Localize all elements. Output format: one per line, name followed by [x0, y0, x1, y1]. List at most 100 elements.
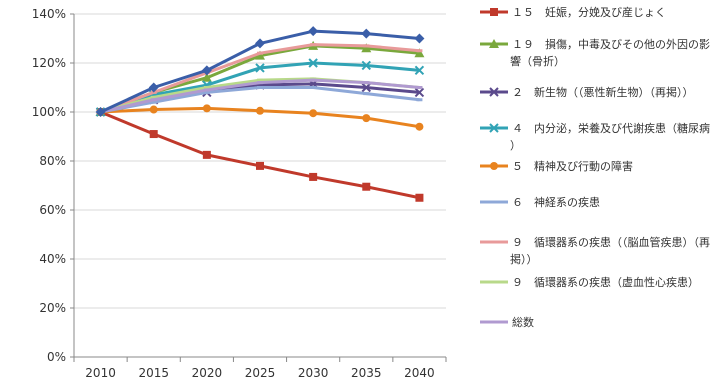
legend-label: １５ 妊娠，分娩及び産じょく: [512, 5, 666, 19]
x-tick-label: 2025: [245, 366, 276, 380]
x-tick-label: 2035: [351, 366, 382, 380]
data-point: [257, 78, 263, 82]
data-point: [256, 161, 264, 170]
data-point: [257, 51, 263, 55]
y-tick-label: 140%: [32, 7, 66, 21]
data-point: [203, 88, 210, 92]
data-point: [415, 122, 424, 131]
x-tick-label: 2010: [85, 366, 116, 380]
data-point: [255, 50, 265, 60]
data-point: [490, 162, 498, 170]
data-point: [257, 81, 263, 85]
legend-label: ）: [510, 139, 521, 152]
series-1: [96, 108, 424, 202]
data-point: [414, 48, 425, 58]
data-point: [256, 106, 264, 115]
y-tick-label: 20%: [39, 301, 66, 315]
data-point: [255, 63, 265, 73]
data-point: [416, 49, 423, 53]
legend-label: ５ 精神及び行動の障害: [512, 159, 633, 173]
x-tick-label: 2040: [404, 366, 435, 380]
legend-label: 掲））: [510, 252, 538, 266]
data-point: [202, 104, 211, 113]
data-point: [201, 65, 212, 76]
data-point: [491, 320, 497, 324]
data-point: [489, 87, 499, 97]
data-point: [308, 58, 318, 68]
x-tick-label: 2020: [192, 366, 223, 380]
legend-item: ２ 新生物（（悪性新生物）（再掲））: [480, 85, 694, 99]
data-point: [201, 72, 212, 82]
legend-item: 総数: [480, 315, 534, 329]
data-point: [149, 130, 158, 139]
data-point: [361, 43, 372, 53]
y-tick-label: 0%: [47, 350, 66, 364]
data-point: [309, 109, 318, 118]
y-tick-label: 60%: [39, 203, 66, 217]
data-point: [202, 150, 211, 159]
data-point: [150, 98, 157, 102]
data-point: [203, 86, 210, 89]
y-tick-label: 100%: [32, 105, 66, 119]
data-point: [363, 44, 370, 48]
legend-label: ９ 循環器系の疾患（（脳血管疾患）（再: [512, 235, 710, 249]
x-tick-label: 2030: [298, 366, 329, 380]
data-point: [310, 78, 317, 82]
data-point: [361, 28, 372, 39]
y-tick-label: 120%: [32, 56, 66, 70]
data-point: [362, 182, 371, 191]
legend-label: ６ 神経系の疾患: [512, 195, 600, 209]
data-point: [361, 60, 371, 71]
axes: [70, 13, 447, 362]
x-axis-tick-labels: 2010 2015 2020 2025 2030 2035 2040: [85, 366, 434, 380]
data-point: [416, 98, 423, 102]
data-point: [362, 114, 371, 123]
legend-item: ５ 精神及び行動の障害: [480, 159, 633, 173]
y-tick-label: 40%: [39, 252, 66, 266]
legend-label: ４ 内分泌，栄養及び代謝疾患（糖尿病: [512, 121, 710, 135]
legend-item: ４ 内分泌，栄養及び代謝疾患（糖尿病 ）: [480, 121, 710, 152]
x-tick-label: 2015: [138, 366, 169, 380]
data-point: [361, 82, 371, 93]
legend-item: ６ 神経系の疾患: [480, 195, 600, 209]
data-point: [414, 65, 425, 76]
data-point: [363, 81, 370, 85]
legend-item: ９ 循環器系の疾患（（脳血管疾患）（再掲））: [480, 235, 710, 266]
legend-label: 響（骨折）: [510, 54, 565, 68]
legend-item: ９ 循環器系の疾患（虚血性心疾患）: [480, 275, 699, 289]
legend-label: 総数: [512, 315, 534, 329]
legend-label: ２ 新生物（（悪性新生物）（再掲））: [512, 85, 694, 99]
legend-label: ９ 循環器系の疾患（虚血性心疾患）: [512, 275, 699, 289]
data-point: [309, 172, 318, 181]
y-tick-label: 80%: [39, 154, 66, 168]
y-axis-tick-labels: 0% 20% 40% 60% 80% 100% 120% 140%: [32, 7, 66, 364]
data-point: [363, 92, 370, 96]
data-point: [415, 193, 424, 202]
legend-label: １９ 損傷，中毒及びその他の外因の影: [512, 37, 710, 51]
data-point: [414, 87, 425, 98]
data-point: [149, 105, 158, 114]
data-point: [490, 8, 498, 16]
data-point: [257, 86, 263, 89]
data-point: [203, 90, 210, 94]
series-10: [95, 26, 425, 117]
data-point: [491, 240, 497, 244]
data-point: [489, 123, 499, 133]
series-line: [99, 110, 420, 200]
data-point: [416, 86, 423, 89]
data-point: [489, 39, 499, 48]
data-point: [95, 107, 106, 117]
data-point: [150, 100, 157, 104]
data-point: [491, 280, 497, 284]
legend-item: １５ 妊娠，分娩及び産じょく: [480, 5, 666, 19]
data-point: [150, 95, 157, 99]
series-5: [96, 104, 424, 131]
data-point: [308, 26, 319, 37]
data-point: [148, 82, 159, 93]
data-point: [310, 43, 317, 47]
data-point: [255, 38, 265, 49]
data-point: [491, 200, 497, 204]
